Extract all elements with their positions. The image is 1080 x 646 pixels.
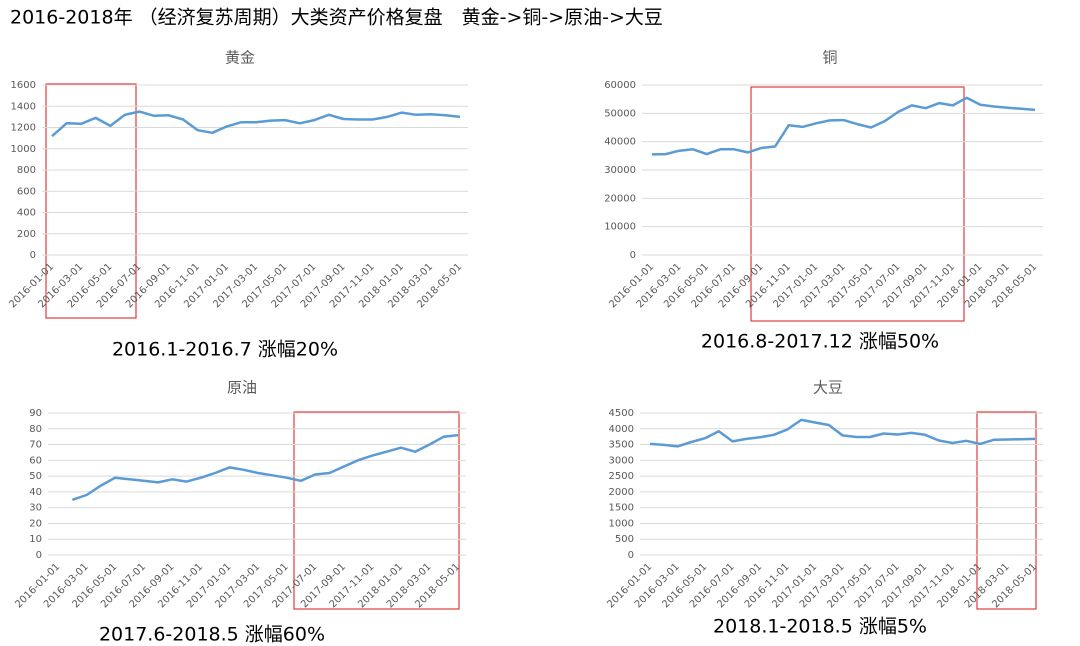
y-tick-label: 60000 [604,80,636,91]
highlight-box [293,411,460,610]
y-tick-label: 10000 [604,222,636,233]
y-tick-label: 10 [29,534,42,545]
y-tick-label: 2000 [609,487,634,498]
y-tick-label: 50 [29,471,42,482]
y-tick-label: 400 [17,208,36,219]
data-line [71,433,459,501]
y-tick-label: 1600 [11,80,36,91]
chart-title: 黄金 [225,49,255,67]
data-line [649,418,1036,448]
y-tick-label: 600 [17,186,36,197]
y-tick-label: 20 [29,518,42,529]
y-tick-label: 40000 [604,137,636,148]
y-tick-label: 2500 [609,471,634,482]
page-title: 2016-2018年 （经济复苏周期）大类资产价格复盘 黄金->铜->原油->大… [10,7,663,29]
data-line [51,110,461,138]
y-tick-label: 3000 [609,455,634,466]
y-tick-label: 3500 [609,440,634,451]
chart-title: 大豆 [813,379,843,397]
y-tick-label: 30000 [604,165,636,176]
chart-title: 原油 [227,379,257,397]
y-tick-label: 0 [36,550,42,561]
y-tick-label: 0 [628,550,634,561]
annotation: 2016.8-2017.12 涨幅50% [701,331,939,353]
y-tick-label: 40 [29,487,42,498]
y-tick-label: 30 [29,503,42,514]
y-tick-label: 1000 [11,144,36,155]
y-tick-label: 4000 [609,424,634,435]
y-tick-label: 50000 [604,108,636,119]
highlight-box [976,411,1037,610]
data-line [651,96,1036,156]
chart-title: 铜 [822,49,837,67]
y-tick-label: 80 [29,424,42,435]
y-tick-label: 1200 [11,123,36,134]
y-tick-label: 0 [630,250,636,261]
highlight-box [750,86,965,322]
y-tick-label: 20000 [604,193,636,204]
y-tick-label: 0 [30,250,36,261]
y-tick-label: 500 [615,534,634,545]
y-tick-label: 60 [29,455,42,466]
annotation: 2016.1-2016.7 涨幅20% [112,339,338,361]
highlight-box [45,83,137,319]
y-tick-label: 800 [17,165,36,176]
y-tick-label: 1000 [609,518,634,529]
annotation: 2017.6-2018.5 涨幅60% [99,624,325,646]
y-tick-label: 1400 [11,101,36,112]
y-tick-label: 70 [29,440,42,451]
annotation: 2018.1-2018.5 涨幅5% [713,616,927,638]
y-tick-label: 4500 [609,408,634,419]
y-tick-label: 200 [17,229,36,240]
y-tick-label: 90 [29,408,42,419]
y-tick-label: 1500 [609,503,634,514]
